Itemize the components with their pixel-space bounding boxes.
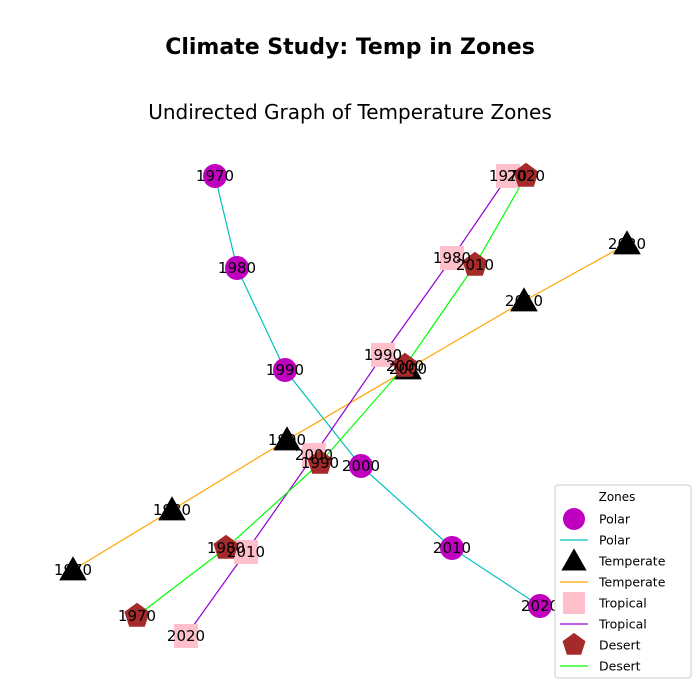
node-desert-2020 [513, 162, 539, 187]
edge-tropical-2010-2020 [185, 551, 247, 637]
node-label-tropical-2000: 2000 [295, 446, 333, 464]
node-desert-2000 [392, 352, 418, 377]
node-temperate-2020 [613, 230, 641, 255]
node-desert-1980 [213, 534, 239, 559]
node-tropical-2020 [174, 624, 198, 648]
node-label-desert-1970: 1970 [118, 607, 156, 625]
node-label-tropical-1990: 1990 [364, 346, 402, 364]
legend-label-temperate-line: Temperate [598, 575, 666, 590]
node-tropical-1980 [440, 246, 464, 270]
legend-entries: Polar Polar Temperate Temperate Tropical Trop… [560, 508, 666, 674]
edge-temperate-2000-2010 [407, 300, 525, 370]
node-label-polar-2020: 2020 [521, 597, 559, 615]
node-label-polar-2010: 2010 [433, 539, 471, 557]
edge-desert-1980-1990 [225, 462, 321, 549]
node-label-temperate-1990: 1990 [268, 431, 306, 449]
node-tropical-1990 [371, 343, 395, 367]
node-label-tropical-1970: 1970 [489, 167, 527, 185]
edge-polar-1980-1990 [236, 267, 286, 371]
legend-marker-polar [563, 508, 585, 530]
edge-desert-1990-2000 [319, 365, 406, 464]
edge-desert-1970-1980 [136, 547, 227, 617]
node-label-desert-1990: 1990 [301, 454, 339, 472]
graph-node-labels: 1970198019902000201020201970198019902000… [54, 167, 646, 645]
node-polar-2020 [528, 594, 552, 618]
edge-polar-2000-2010 [360, 465, 453, 549]
node-label-temperate-1970: 1970 [54, 561, 92, 579]
legend-title: Zones [599, 490, 636, 504]
node-desert-1970 [124, 602, 150, 627]
node-label-tropical-2020: 2020 [167, 627, 205, 645]
legend-label-temperate-marker: Temperate [598, 554, 666, 569]
node-label-temperate-2010: 2010 [505, 292, 543, 310]
node-label-polar-1970: 1970 [196, 167, 234, 185]
edge-temperate-2010-2020 [523, 243, 628, 302]
node-label-desert-2000: 2000 [386, 357, 424, 375]
node-temperate-2010 [510, 287, 538, 312]
edge-temperate-1970-1980 [72, 509, 173, 571]
node-polar-2010 [440, 536, 464, 560]
node-desert-2010 [462, 251, 488, 276]
node-label-temperate-2000: 2000 [389, 360, 427, 378]
node-label-temperate-2020: 2020 [608, 235, 646, 253]
node-label-desert-2020: 2020 [507, 167, 545, 185]
legend-label-tropical-marker: Tropical [598, 596, 647, 611]
node-desert-1990 [307, 449, 333, 474]
edge-tropical-1980-1990 [382, 257, 453, 356]
edge-tropical-1990-2000 [313, 354, 384, 456]
node-label-temperate-1980: 1980 [153, 501, 191, 519]
edge-desert-2000-2010 [404, 264, 476, 367]
node-polar-1970 [203, 164, 227, 188]
node-label-tropical-1980: 1980 [433, 249, 471, 267]
legend-label-polar-line: Polar [599, 533, 631, 548]
figure-title: Climate Study: Temp in Zones [165, 35, 535, 60]
legend-label-polar-marker: Polar [599, 512, 631, 527]
legend-label-desert-line: Desert [599, 659, 641, 674]
node-polar-1990 [273, 358, 297, 382]
edge-desert-2010-2020 [474, 175, 527, 266]
graph-subtitle: Undirected Graph of Temperature Zones [148, 100, 552, 124]
edge-temperate-1980-1990 [171, 439, 288, 511]
edge-polar-1970-1980 [214, 175, 238, 269]
graph-nodes [59, 162, 641, 648]
legend-marker-desert [562, 632, 586, 655]
graph-edges [72, 175, 628, 637]
legend-label-desert-marker: Desert [599, 638, 641, 653]
legend-box [554, 484, 692, 679]
legend-label-tropical-line: Tropical [598, 617, 647, 632]
node-label-polar-1980: 1980 [218, 259, 256, 277]
edge-tropical-2000-2010 [245, 454, 315, 553]
node-polar-1980 [225, 256, 249, 280]
node-temperate-1990 [273, 426, 301, 451]
legend-marker-tropical [563, 592, 585, 614]
edge-temperate-1990-2000 [286, 368, 409, 441]
node-temperate-1980 [158, 496, 186, 521]
legend-marker-temperate [561, 548, 587, 571]
node-polar-2000 [349, 454, 373, 478]
node-label-desert-2010: 2010 [456, 256, 494, 274]
node-label-tropical-2010: 2010 [227, 543, 265, 561]
node-label-desert-1980: 1980 [207, 539, 245, 557]
edge-tropical-1970-1980 [451, 175, 509, 259]
edge-polar-2010-2020 [451, 547, 541, 607]
edge-polar-1990-2000 [284, 369, 362, 467]
node-temperate-1970 [59, 556, 87, 581]
legend: Zones Polar Polar Temperate Temperate Tropic… [554, 484, 692, 679]
node-label-polar-1990: 1990 [266, 361, 304, 379]
node-label-polar-2000: 2000 [342, 457, 380, 475]
